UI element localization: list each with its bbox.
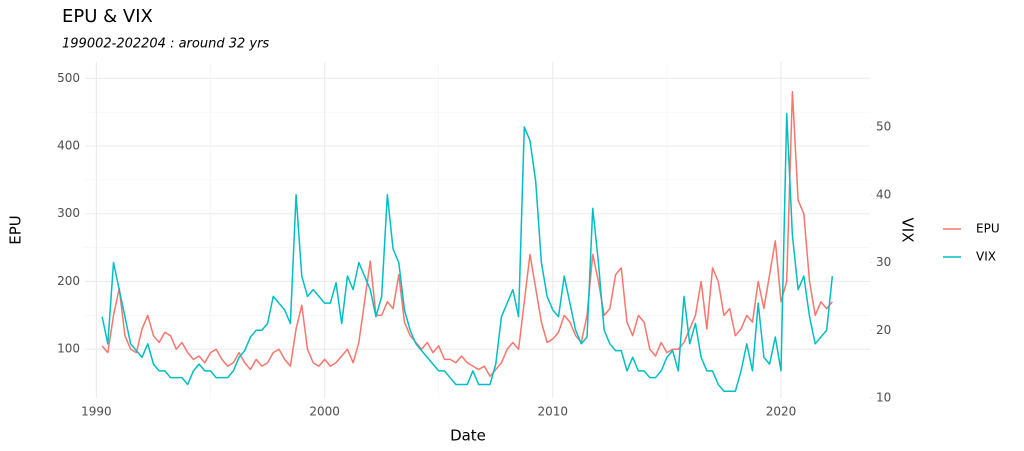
y-tick-label: 100 [57, 342, 80, 356]
series-line [101, 112, 834, 392]
y-tick-label: 200 [57, 274, 80, 288]
y-axis-title: EPU [7, 215, 25, 245]
x-tick-label: 2010 [538, 405, 569, 419]
y-tick-label: 300 [57, 206, 80, 220]
y2-tick-label: 40 [876, 187, 891, 201]
y2-tick-label: 50 [876, 120, 891, 134]
x-tick-label: 2000 [309, 405, 340, 419]
legend-label: VIX [976, 250, 996, 264]
chart-title: EPU & VIX [62, 6, 153, 27]
y2-tick-label: 30 [876, 255, 891, 269]
y2-axis-title: VIX [899, 218, 917, 243]
chart-subtitle: 199002-202204 : around 32 yrs [62, 37, 269, 52]
legend-label: EPU [976, 222, 1000, 236]
y-tick-label: 500 [57, 71, 80, 85]
x-tick-label: 2020 [766, 405, 797, 419]
y2-tick-label: 10 [876, 391, 891, 405]
y2-tick-label: 20 [876, 323, 891, 337]
x-axis-title: Date [450, 427, 486, 445]
series-line [101, 91, 833, 378]
x-tick-label: 1990 [81, 405, 112, 419]
y-tick-label: 400 [57, 139, 80, 153]
